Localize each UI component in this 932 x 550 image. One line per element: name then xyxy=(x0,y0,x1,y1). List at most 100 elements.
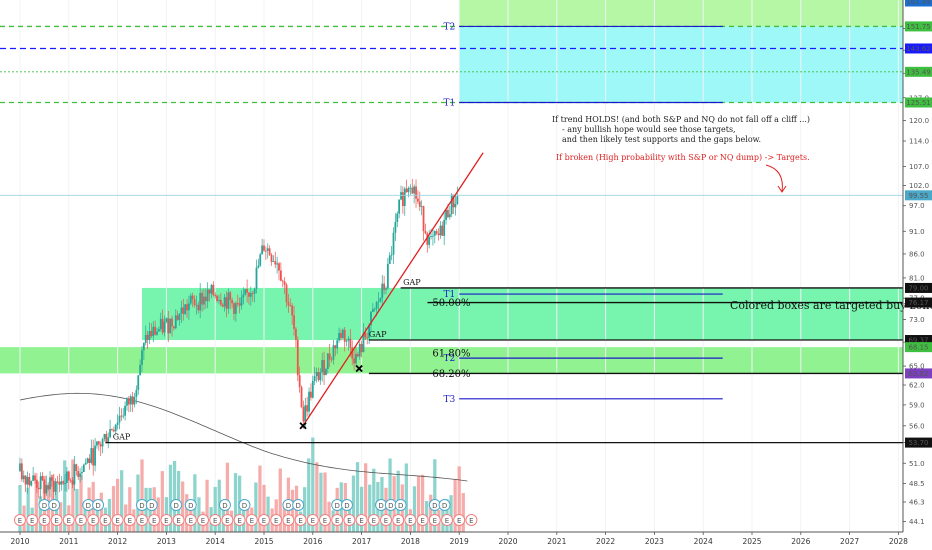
x-tick-label: 2023 xyxy=(645,537,664,546)
earnings-marker xyxy=(148,514,161,526)
candle-body xyxy=(268,248,271,255)
dividend-marker xyxy=(438,499,451,511)
candle-body xyxy=(248,292,250,297)
candle-body xyxy=(58,481,61,485)
volume-bar xyxy=(461,493,465,532)
earnings-letter: E xyxy=(54,517,58,525)
candle-body xyxy=(341,329,344,339)
candle-body xyxy=(450,194,453,215)
gap-label: GAP xyxy=(113,433,131,442)
candle-body xyxy=(92,448,95,466)
x-tick-label: 2010 xyxy=(10,537,29,546)
candle-body xyxy=(174,315,177,329)
earnings-letter: E xyxy=(42,517,46,525)
earnings-letter: E xyxy=(115,517,119,525)
earnings-marker xyxy=(136,514,148,526)
earnings-marker xyxy=(26,514,39,526)
dividend-letter: D xyxy=(286,502,291,510)
price-tag xyxy=(905,43,932,54)
dividend-letter: D xyxy=(432,502,437,510)
candle-body xyxy=(182,307,185,314)
candle-body xyxy=(169,318,172,334)
candle-body xyxy=(20,463,23,480)
dividend-letter: D xyxy=(242,502,247,510)
dividend-letter: D xyxy=(295,502,300,510)
volume-bar xyxy=(457,466,461,532)
candle-body xyxy=(403,188,406,207)
y-tick-label: 73.0 xyxy=(909,316,925,324)
y-tick-label: 97.0 xyxy=(909,202,925,210)
volume-bar xyxy=(359,486,364,532)
fib-label: 61.80% xyxy=(432,348,470,359)
candle-body xyxy=(206,289,209,302)
candle-body xyxy=(24,475,27,485)
candle-body xyxy=(242,294,245,298)
dividend-marker xyxy=(184,499,197,511)
volume-bar xyxy=(290,489,295,532)
volume-bar xyxy=(38,496,42,532)
price-tag xyxy=(905,66,932,77)
earnings-letter: E xyxy=(396,517,400,525)
candle-body xyxy=(152,326,155,337)
earnings-letter: E xyxy=(372,517,376,525)
candle-body xyxy=(137,375,140,390)
candle-body xyxy=(30,480,33,486)
candle-body xyxy=(439,225,442,236)
candle-body xyxy=(67,471,70,481)
candle-body xyxy=(368,325,371,338)
y-tick-label: 51.0 xyxy=(909,460,925,468)
candle-body xyxy=(379,298,382,302)
candle-body xyxy=(191,295,194,300)
candle-body xyxy=(157,329,160,332)
candle-body xyxy=(246,289,249,293)
candle-body xyxy=(317,372,320,381)
candle-body xyxy=(283,281,286,285)
candle-body xyxy=(276,263,279,265)
earnings-marker xyxy=(123,514,136,526)
x-tick-label: 2011 xyxy=(59,537,78,546)
earnings-marker xyxy=(87,514,100,526)
candle-body xyxy=(244,289,247,295)
earnings-marker xyxy=(197,514,209,526)
candle-body xyxy=(353,358,355,364)
volume-bar xyxy=(168,464,173,532)
candle-body xyxy=(441,225,444,236)
dividend-letter: D xyxy=(173,502,178,510)
price-tag-label: 143.62 xyxy=(906,45,931,53)
fib-label: 50.00% xyxy=(432,298,470,309)
earnings-marker xyxy=(441,514,453,526)
price-tag-label: 76.17 xyxy=(908,299,928,307)
earnings-letter: E xyxy=(408,517,412,525)
volume-bar xyxy=(144,487,148,532)
candle-body xyxy=(293,315,295,329)
candle-body xyxy=(364,332,367,338)
x-tick-label: 2015 xyxy=(254,537,273,546)
volume-bar xyxy=(315,462,319,532)
dividend-letter: D xyxy=(149,502,154,510)
volume-bar xyxy=(323,472,327,532)
x-tick-label: 2021 xyxy=(547,537,566,546)
candle-body xyxy=(69,480,72,482)
candle-body xyxy=(298,375,301,387)
y-tick-label: 86.0 xyxy=(909,250,925,258)
earnings-letter: E xyxy=(189,517,193,525)
candle-body xyxy=(35,480,38,488)
candle-body xyxy=(122,415,125,417)
earnings-letter: E xyxy=(311,517,315,525)
earnings-marker xyxy=(294,514,307,526)
earnings-letter: E xyxy=(250,517,254,525)
dividend-marker xyxy=(48,499,61,511)
price-tag-label: 68.15 xyxy=(908,344,928,352)
earnings-marker xyxy=(184,514,197,526)
price-tag xyxy=(905,0,932,7)
candle-body xyxy=(233,303,235,314)
candle-body xyxy=(227,292,230,309)
candle-body xyxy=(311,380,314,398)
candle-body xyxy=(216,295,218,301)
candle-body xyxy=(208,289,211,294)
volume-bar xyxy=(303,487,307,532)
earnings-letter: E xyxy=(286,517,290,525)
y-tick-label: 91.0 xyxy=(909,228,925,236)
pivot-x-mark xyxy=(299,422,307,430)
candle-body xyxy=(229,292,232,300)
